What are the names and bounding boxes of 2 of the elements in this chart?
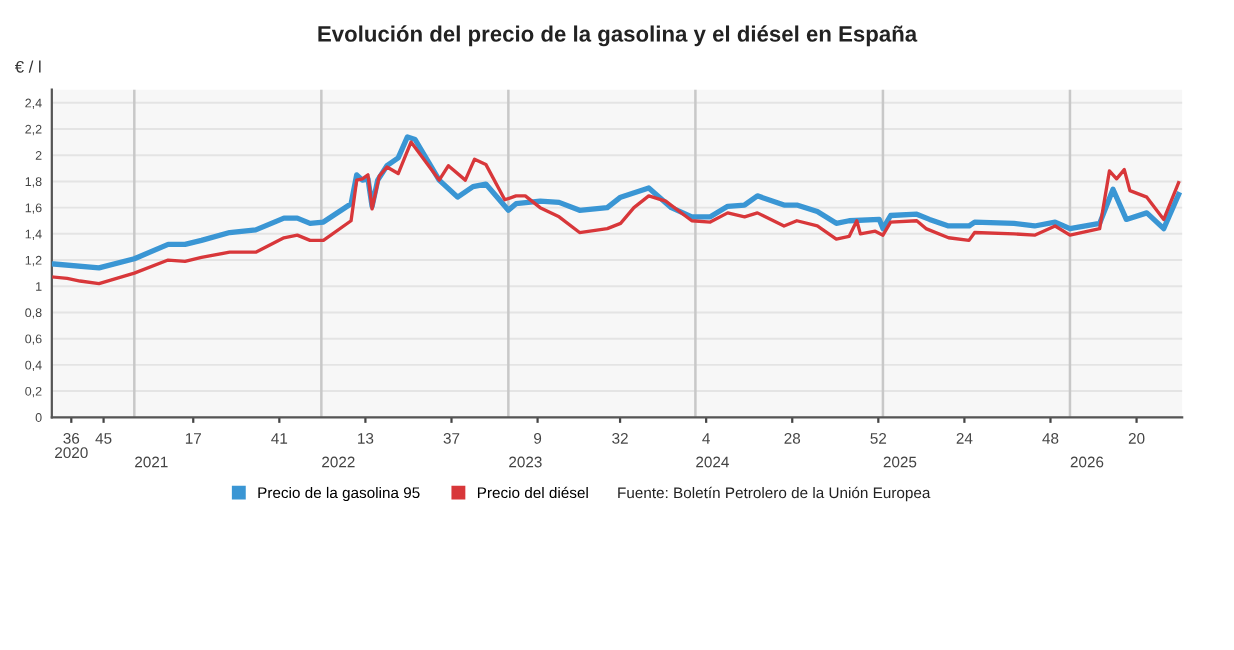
chart-title: Evolución del precio de la gasolina y el diésel en España [318, 25, 918, 47]
y-axis-title: € / l [14, 60, 41, 73]
